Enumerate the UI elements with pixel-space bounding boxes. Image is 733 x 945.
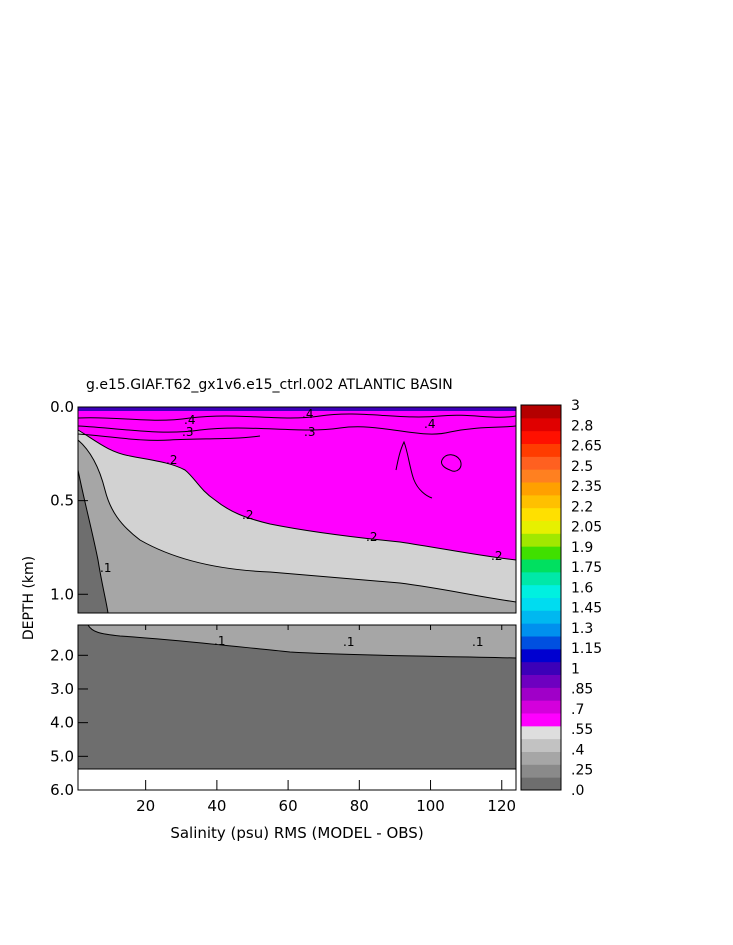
colorbar-swatch (521, 494, 561, 509)
x-tick-label: 120 (487, 797, 516, 815)
colorbar-tick-label: 2.2 (571, 499, 593, 515)
colorbar-tick-label: 1.3 (571, 621, 593, 637)
colorbar-tick-label: 3 (571, 398, 580, 414)
y-tick-label-upper: 0.5 (50, 492, 74, 510)
contour-label: .4 (424, 417, 435, 431)
colorbar-swatch (521, 597, 561, 611)
contour-island (441, 454, 462, 472)
y-tick-label-lower: 3.0 (50, 680, 74, 698)
colorbar-swatch (521, 713, 561, 727)
y-axis-label: DEPTH (km) (21, 556, 37, 640)
colorbar-tick-label: 2.65 (571, 439, 602, 455)
lower-panel-frame (77, 624, 517, 791)
colorbar-tick-label: .85 (571, 682, 593, 698)
colorbar-swatch (521, 456, 561, 470)
colorbar-tick-label: 2.5 (571, 459, 593, 475)
colorbar-swatch (521, 674, 561, 688)
upper-panel (77, 407, 517, 614)
region-0.0-0.1 (77, 469, 109, 614)
lower-panel (78, 624, 517, 790)
colorbar-swatch (521, 648, 561, 663)
y-tick-label-upper: 1.0 (50, 585, 74, 603)
colorbar-swatch (521, 661, 561, 675)
x-tick-label: 80 (350, 797, 369, 815)
colorbar-swatch (521, 764, 561, 778)
colorbar-swatch (521, 687, 561, 701)
contour-label: .2 (491, 549, 502, 563)
colorbar-swatch (521, 610, 561, 624)
colorbar-swatch (521, 700, 561, 714)
contour-label: .1 (214, 634, 225, 648)
contour-label: .4 (184, 413, 195, 427)
x-tick-label: 100 (416, 797, 445, 815)
contour-label: .3 (182, 425, 193, 439)
contour-label: .2 (366, 530, 377, 544)
y-tick-label-lower: 5.0 (50, 747, 74, 765)
colorbar-swatch (521, 520, 561, 534)
colorbar-tick-label: 2.35 (571, 479, 602, 495)
x-axis-label: Salinity (psu) RMS (MODEL - OBS) (170, 824, 423, 842)
upper-panel-frame (77, 406, 517, 614)
colorbar-swatch (521, 751, 561, 765)
contour-line-0.25 (77, 433, 261, 441)
colorbar-tick-label: 1.9 (571, 540, 593, 556)
colorbar-tick-label: 1.75 (571, 560, 602, 576)
contour-label: .3 (304, 425, 315, 439)
contour-line-0.4 (77, 413, 517, 421)
colorbar-tick-label: .25 (571, 763, 593, 779)
x-tick-label: 40 (207, 797, 226, 815)
colorbar-swatch (521, 417, 561, 432)
colorbar-swatch (521, 469, 561, 483)
y-tick-label-upper: 0.0 (50, 398, 74, 416)
y-tick-label-lower: 6.0 (50, 781, 74, 799)
contour-line-0.3 (77, 425, 517, 435)
axes: 0.0 0.5 1.0 2.0 3.0 4.0 5.0 6.0 20 40 60 80 100 120 (50, 398, 516, 815)
region-0.1-0.2 (77, 438, 517, 614)
colorbar-swatch (521, 623, 561, 637)
x-tick-label: 20 (136, 797, 155, 815)
colorbar-swatch (521, 636, 561, 650)
colorbar-swatch (521, 777, 561, 791)
colorbar-swatch (521, 546, 561, 560)
colorbar-swatch (521, 533, 561, 547)
colorbar-swatch (521, 507, 561, 521)
chart-title: g.e15.GIAF.T62_gx1v6.e15_ctrl.002 ATLANT… (86, 377, 453, 393)
colorbar-tick-label: 1.6 (571, 580, 593, 596)
colorbar-swatch (521, 738, 561, 752)
colorbar-swatch (521, 559, 561, 573)
contour-plume (395, 440, 433, 499)
colorbar-frame (520, 404, 562, 791)
y-tick-label-lower: 4.0 (50, 714, 74, 732)
colorbar-swatch (521, 482, 561, 496)
colorbar-swatch (521, 430, 561, 444)
x-tick-label: 60 (279, 797, 298, 815)
colorbar-swatch (521, 405, 561, 419)
colorbar-tick-label: 1.45 (571, 601, 602, 617)
colorbar-swatch (521, 443, 561, 457)
colorbar-swatch (521, 584, 561, 598)
colorbar-swatch (521, 571, 561, 586)
colorbar-tick-label: 2.05 (571, 520, 602, 536)
contour-label: .1 (343, 635, 354, 649)
colorbar-swatch (521, 725, 561, 740)
contour-label: .1 (472, 635, 483, 649)
contour-label: .2 (166, 453, 177, 467)
contour-label: .1 (100, 561, 111, 575)
contour-label: .4 (302, 407, 313, 421)
colorbar-tick-label: .55 (571, 722, 593, 738)
colorbar-tick-label: .7 (571, 702, 584, 718)
below-bottom-mask (78, 769, 516, 790)
surface-band (78, 407, 516, 411)
colorbar: 3 2.8 2.65 2.5 2.35 2.2 2.05 1.9 1.75 1.6 1.45 1.3 1… (520, 398, 602, 799)
y-tick-label-lower: 2.0 (50, 646, 74, 664)
colorbar-tick-label: .0 (571, 783, 584, 799)
colorbar-tick-label: 1 (571, 661, 580, 677)
colorbar-tick-label: .4 (571, 742, 584, 758)
contour-label: .2 (242, 508, 253, 522)
colorbar-tick-label: 1.15 (571, 641, 602, 657)
region-0.1-0.2-deep (87, 624, 517, 659)
colorbar-tick-label: 2.8 (571, 418, 593, 434)
